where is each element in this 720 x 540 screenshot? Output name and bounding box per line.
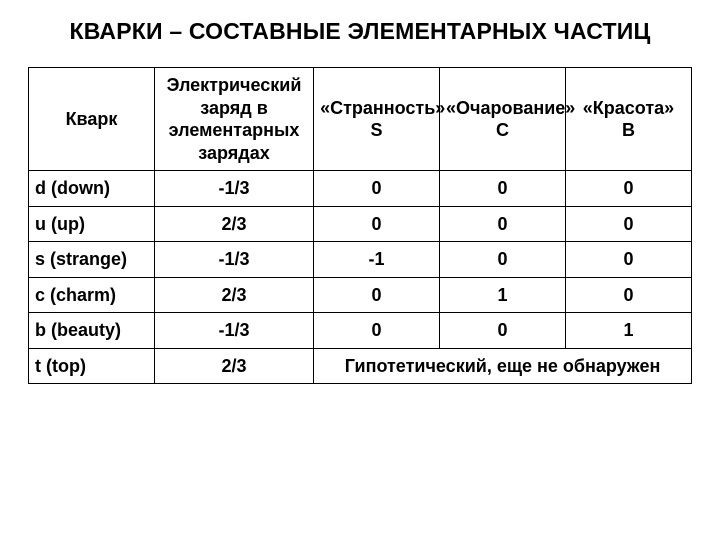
table-row: c (charm) 2/3 0 1 0 <box>29 277 692 313</box>
cell-c: 0 <box>440 242 566 278</box>
col-header-b: «Красота»В <box>566 68 692 171</box>
cell-charge: -1/3 <box>154 171 313 207</box>
cell-b: 0 <box>566 277 692 313</box>
table-row: d (down) -1/3 0 0 0 <box>29 171 692 207</box>
cell-b: 0 <box>566 242 692 278</box>
cell-charge: -1/3 <box>154 313 313 349</box>
table-row: s (strange) -1/3 -1 0 0 <box>29 242 692 278</box>
quark-table: Кварк Электрический заряд в элементарных… <box>28 67 692 384</box>
cell-s: 0 <box>314 171 440 207</box>
cell-c: 0 <box>440 171 566 207</box>
cell-quark: c (charm) <box>29 277 155 313</box>
col-header-c: «Очарование»С <box>440 68 566 171</box>
table-row: t (top) 2/3 Гипотетический, еще не обнар… <box>29 348 692 384</box>
page: КВАРКИ – СОСТАВНЫЕ ЭЛЕМЕНТАРНЫХ ЧАСТИЦ К… <box>0 0 720 540</box>
cell-c: 0 <box>440 313 566 349</box>
cell-charge: 2/3 <box>154 206 313 242</box>
cell-s: 0 <box>314 313 440 349</box>
cell-quark: s (strange) <box>29 242 155 278</box>
table-row: u (up) 2/3 0 0 0 <box>29 206 692 242</box>
cell-note: Гипотетический, еще не обнаружен <box>314 348 692 384</box>
cell-charge: 2/3 <box>154 348 313 384</box>
cell-quark: b (beauty) <box>29 313 155 349</box>
cell-quark: d (down) <box>29 171 155 207</box>
cell-charge: -1/3 <box>154 242 313 278</box>
page-title: КВАРКИ – СОСТАВНЫЕ ЭЛЕМЕНТАРНЫХ ЧАСТИЦ <box>28 18 692 45</box>
table-header-row: Кварк Электрический заряд в элементарных… <box>29 68 692 171</box>
cell-b: 1 <box>566 313 692 349</box>
col-header-s: «Странность»S <box>314 68 440 171</box>
cell-b: 0 <box>566 171 692 207</box>
cell-c: 1 <box>440 277 566 313</box>
table-row: b (beauty) -1/3 0 0 1 <box>29 313 692 349</box>
cell-s: -1 <box>314 242 440 278</box>
cell-s: 0 <box>314 277 440 313</box>
cell-charge: 2/3 <box>154 277 313 313</box>
cell-b: 0 <box>566 206 692 242</box>
cell-c: 0 <box>440 206 566 242</box>
cell-s: 0 <box>314 206 440 242</box>
cell-quark: u (up) <box>29 206 155 242</box>
cell-quark: t (top) <box>29 348 155 384</box>
col-header-quark: Кварк <box>29 68 155 171</box>
col-header-charge: Электрический заряд в элементарных заряд… <box>154 68 313 171</box>
